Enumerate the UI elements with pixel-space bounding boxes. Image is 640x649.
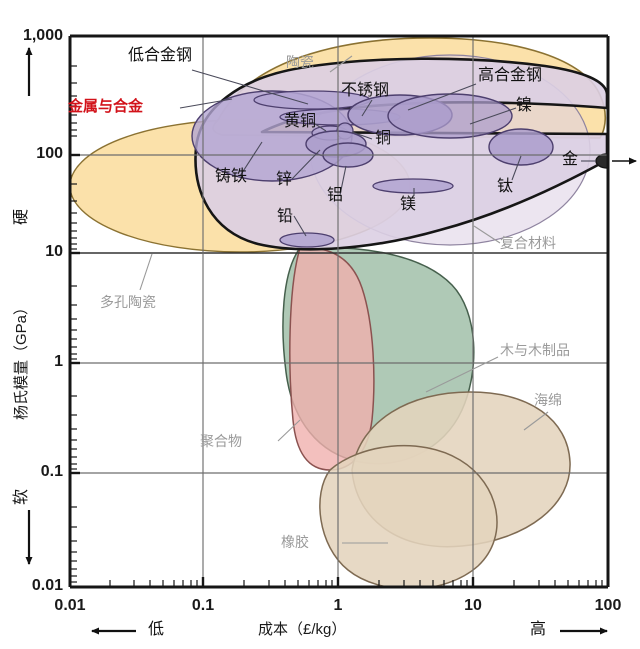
- label-composites: 复合材料: [500, 235, 556, 251]
- label-lead: 铅: [277, 208, 294, 225]
- label-cast-iron: 铸铁: [215, 168, 248, 185]
- y-tick-label-1000: 1,000: [22, 27, 63, 44]
- leader-brass: [311, 121, 327, 132]
- y-tick-label-1: 1: [54, 353, 63, 370]
- bubble-lead: [279, 232, 335, 248]
- leader-lead: [293, 215, 307, 237]
- leader-wood: [425, 356, 499, 393]
- leader-composites: [473, 225, 501, 244]
- label-titanium: 钛: [497, 178, 514, 195]
- bubble-magnesium: [372, 178, 454, 194]
- x-tick-label-10: 10: [464, 597, 482, 614]
- x-axis-high-word: 高: [530, 621, 547, 638]
- leader-stainless-steel: [361, 99, 373, 117]
- label-metals-and-alloys: 金属与合金: [68, 98, 144, 115]
- y-axis-hard-word: 硬: [13, 208, 30, 225]
- leader-foam: [523, 411, 549, 431]
- x-tick-label-1: 1: [333, 597, 343, 614]
- label-aluminium: 铝: [327, 187, 344, 204]
- y-tick-label-10: 10: [45, 243, 63, 260]
- leader-polymers: [277, 419, 301, 442]
- leader-ceramics: [329, 55, 353, 73]
- data-regions: [70, 37, 608, 587]
- label-gold: 金: [562, 151, 579, 168]
- leader-high-alloy-steel: [407, 83, 477, 111]
- x-tick-label-100: 100: [594, 597, 622, 614]
- label-copper: 铜: [375, 130, 392, 147]
- label-zinc: 锌: [276, 171, 293, 188]
- label-high-alloy-steel: 高合金钢: [478, 67, 543, 84]
- bubble-titanium: [488, 128, 554, 166]
- grid-lines: [70, 36, 608, 587]
- label-polymers: 聚合物: [200, 433, 242, 449]
- leader-titanium: [511, 155, 522, 181]
- region-rubber: [319, 444, 498, 587]
- leader-copper: [351, 131, 373, 140]
- x-tick-label-0-01: 0.01: [54, 597, 86, 614]
- x-axis-low-word: 低: [148, 621, 165, 638]
- leader-cast-iron: [239, 141, 263, 177]
- leader-low-alloy-steel: [191, 69, 309, 105]
- leader-aluminium: [339, 165, 347, 196]
- label-nickel: 镍: [516, 97, 533, 114]
- leader-lines: [139, 55, 596, 544]
- x-tick-label-0-1: 0.1: [191, 597, 215, 614]
- label-ceramics: 陶瓷: [286, 54, 314, 70]
- label-wood: 木与木制品: [500, 342, 570, 358]
- leader-zinc: [291, 149, 321, 180]
- label-rubber: 橡胶: [281, 534, 309, 550]
- label-foam: 海绵: [534, 392, 562, 408]
- y-tick-label-0-1: 0.1: [40, 463, 63, 480]
- x-axis-ticks: [68, 577, 610, 587]
- leader-porous-ceramics: [139, 253, 153, 291]
- y-tick-label-100: 100: [36, 145, 63, 162]
- label-magnesium: 镁: [400, 196, 417, 213]
- label-stainless-steel: 不锈钢: [341, 82, 390, 99]
- x-axis-title: 成本（£/kg）: [258, 621, 347, 638]
- y-axis-soft-word: 软: [13, 488, 30, 505]
- leader-nickel: [469, 107, 517, 125]
- y-axis-title: 杨氏模量（GPa）: [13, 299, 30, 420]
- y-tick-label-0-01: 0.01: [31, 577, 63, 594]
- label-porous-ceramics: 多孔陶瓷: [100, 294, 156, 310]
- label-low-alloy-steel: 低合金钢: [128, 47, 193, 64]
- label-brass: 黄铜: [284, 113, 317, 130]
- leader-metals-family: [179, 98, 233, 109]
